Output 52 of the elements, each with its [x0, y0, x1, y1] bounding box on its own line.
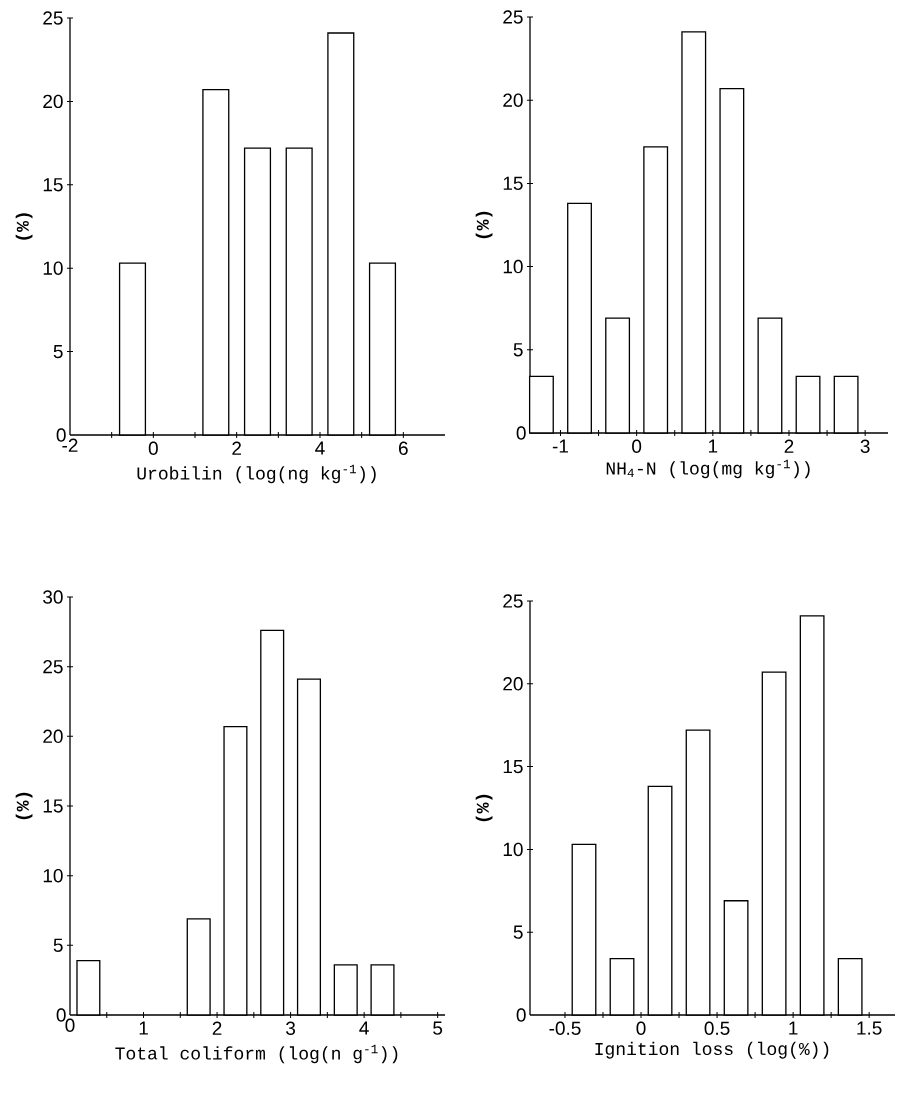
y-tick-label: 0	[516, 1008, 526, 1022]
y-tick-label: 25	[43, 11, 63, 25]
y-tick-label: 15	[503, 759, 523, 774]
y-tick-label: 25	[503, 10, 523, 24]
x-tick-label: 1	[708, 439, 718, 453]
x-tick-label: 1.5	[857, 1021, 882, 1035]
x-tick-label: 2	[212, 1021, 222, 1035]
x-tick-label: 3	[860, 439, 870, 453]
y-tick-label: 10	[43, 261, 63, 275]
y-tick-label: 30	[43, 590, 63, 604]
x-tick-label: 4	[359, 1021, 369, 1035]
x-tick-label: -1	[552, 439, 568, 453]
x-tick-label: 0	[636, 1021, 646, 1035]
x-tick-label: -0.5	[549, 1021, 581, 1035]
y-axis-title: (%)	[15, 792, 33, 820]
y-tick-label: 10	[503, 259, 523, 274]
y-tick-label: 10	[43, 868, 63, 883]
x-tick-label: 6	[399, 441, 408, 455]
y-tick-label: 20	[503, 677, 523, 691]
x-tick-label: 1	[789, 1021, 798, 1035]
x-axis-title: NH$_{4}$-N (log(mg kg$^{-1}$))	[606, 459, 810, 479]
y-tick-label: 5	[53, 938, 63, 952]
x-tick-label: 0	[632, 439, 642, 453]
x-tick-label: 4	[315, 441, 325, 455]
x-tick-label: 2	[232, 441, 241, 455]
y-tick-label: 15	[43, 799, 63, 813]
y-tick-label: 10	[503, 842, 523, 857]
x-tick-label: 3	[286, 1021, 296, 1035]
x-axis-title: Ignition loss (log(%))	[595, 1041, 829, 1059]
y-tick-label: 15	[503, 176, 523, 191]
x-tick-label: 0	[148, 441, 158, 455]
y-axis-title: (%)	[15, 213, 33, 240]
y-tick-label: 0	[516, 426, 526, 440]
y-tick-label: 0	[56, 1008, 66, 1022]
x-tick-label: 2	[784, 439, 794, 453]
y-tick-label: 5	[513, 343, 523, 357]
x-tick-label: 1	[139, 1021, 148, 1035]
y-tick-label: 20	[503, 93, 523, 107]
y-axis-title: (%)	[475, 794, 493, 822]
x-tick-label: 0.5	[704, 1021, 730, 1035]
y-tick-label: 25	[43, 659, 63, 674]
x-tick-label: 5	[433, 1021, 443, 1035]
x-axis-title: Urobilin (log(ng kg$^{-1}$))	[137, 464, 376, 484]
y-tick-label: 5	[53, 344, 63, 359]
y-axis-title: (%)	[475, 211, 493, 239]
x-axis-title: Total coliform (log(n g$^{-1}$))	[115, 1044, 398, 1064]
y-tick-label: 5	[513, 925, 523, 939]
y-tick-label: 20	[43, 94, 63, 109]
y-tick-label: 25	[503, 594, 523, 608]
y-tick-label: 15	[43, 178, 63, 192]
y-tick-label: 20	[43, 729, 63, 744]
x-tick-label: 0	[65, 1018, 75, 1032]
